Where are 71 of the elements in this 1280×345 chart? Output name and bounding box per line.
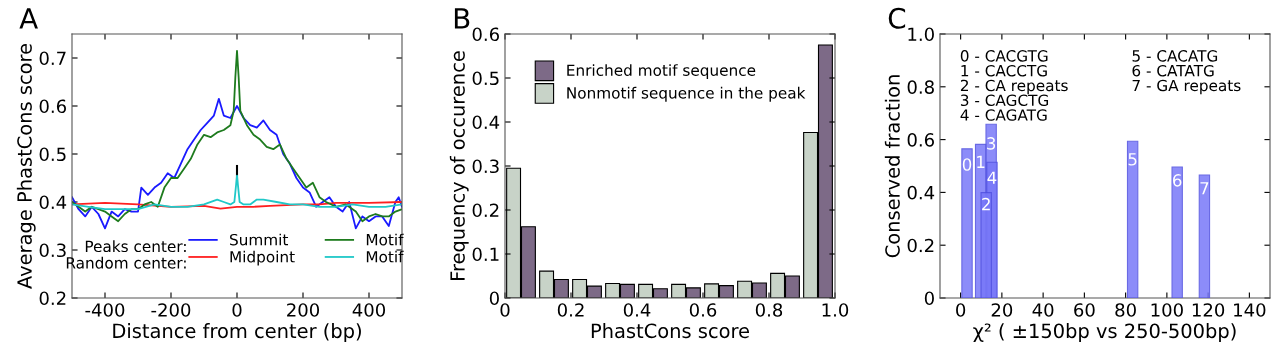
legend-label: Summit — [230, 233, 289, 246]
y-tick-label: 0.5 — [39, 147, 66, 162]
legend-label: Motif — [366, 233, 404, 246]
x-tick-label: 0.4 — [623, 303, 651, 317]
annotation: 0 — [962, 158, 972, 171]
legend-label: Nonmotif sequence in the peak — [567, 86, 806, 102]
bar — [1126, 140, 1139, 298]
y-tick-label: 0.5 — [472, 71, 499, 86]
y-tick-label: 1.0 — [908, 27, 934, 42]
y-tick-label: 0.7 — [39, 51, 66, 66]
x-tick-label: 40 — [1032, 303, 1054, 317]
x-tick-label: 80 — [1115, 303, 1136, 317]
y-tick-label: 0.6 — [39, 99, 66, 114]
x-tick-label: 0 — [232, 303, 242, 317]
y-tick-label: 0.4 — [39, 195, 67, 210]
chart-title: A — [19, 8, 38, 29]
y-tick-label: 0.3 — [39, 243, 66, 258]
annotation: 2 — [982, 197, 990, 211]
annotation: 7 — [1200, 182, 1209, 195]
bar — [1171, 166, 1183, 298]
x-tick-label: 0.2 — [557, 303, 584, 317]
x-tick-label: 0.8 — [755, 303, 783, 317]
y-tick-label: 0 — [489, 291, 499, 306]
x-tick-label: 400 — [352, 303, 386, 317]
annotation: 5 — [1128, 153, 1137, 166]
line-series — [72, 174, 402, 211]
y-axis-title: Conserved fraction — [884, 75, 900, 258]
chart-title: B — [454, 8, 470, 29]
x-axis-title: PhastCons score — [591, 323, 749, 339]
y-tick-label: 0.6 — [472, 27, 499, 42]
y-tick-label: 0.3 — [472, 159, 499, 174]
x-tick-label: -200 — [151, 303, 191, 317]
y-tick-label: 0.8 — [907, 80, 934, 94]
x-tick-label: 120 — [1192, 303, 1225, 317]
annotation: 3 — [987, 137, 996, 150]
x-tick-label: 200 — [287, 303, 320, 317]
y-axis-title: Frequency of occurence — [449, 51, 469, 280]
annotation: 6 — [1173, 174, 1182, 187]
y-tick-label: 0.6 — [907, 133, 934, 147]
x-tick-label: 60 — [1074, 303, 1095, 317]
y-tick-label: 0.2 — [39, 291, 66, 306]
x-tick-label: 0.6 — [689, 303, 717, 317]
x-tick-label: 20 — [991, 303, 1013, 317]
y-axis-title: Average PhastCons score — [16, 43, 36, 289]
y-tick-label: 0.2 — [907, 238, 934, 253]
x-axis-title: χ² ( ±150bp vs 250-500bp) — [973, 323, 1236, 342]
annotation: 5 - CACATG 6 - CATATG 7 - GA repeats — [1132, 50, 1241, 95]
y-tick-label: 0.4 — [907, 185, 935, 200]
y-tick-label: 0 — [924, 291, 934, 306]
y-tick-label: 0.1 — [472, 247, 499, 262]
x-axis-title: Distance from center (bp) — [113, 323, 361, 342]
line-series — [72, 97, 402, 230]
x-tick-label: 1.0 — [822, 303, 849, 317]
chart-title: C — [888, 7, 906, 29]
y-tick-label: 0.4 — [472, 115, 500, 130]
x-tick-label: 0 — [956, 303, 966, 317]
legend-label: Enriched motif sequence — [567, 64, 756, 79]
x-tick-label: 0 — [500, 303, 510, 317]
line-series — [72, 49, 402, 223]
x-tick-label: 140 — [1234, 303, 1266, 317]
x-tick-label: -400 — [85, 303, 125, 317]
annotation: 4 — [987, 171, 997, 184]
annotation: Peaks center: Random center: — [66, 240, 186, 269]
legend-label: Motif — [366, 250, 404, 263]
annotation: 1 — [977, 155, 985, 168]
annotation: 0 - CACGTG 1 - CACCTG 2 - CA repeats 3 - CAGCTG 4 - CAGATG — [960, 50, 1068, 121]
legend-label: Midpoint — [230, 250, 295, 266]
bar — [1198, 174, 1211, 298]
x-tick-label: 100 — [1151, 303, 1183, 317]
y-tick-label: 0.2 — [472, 203, 499, 218]
bar — [961, 148, 973, 298]
